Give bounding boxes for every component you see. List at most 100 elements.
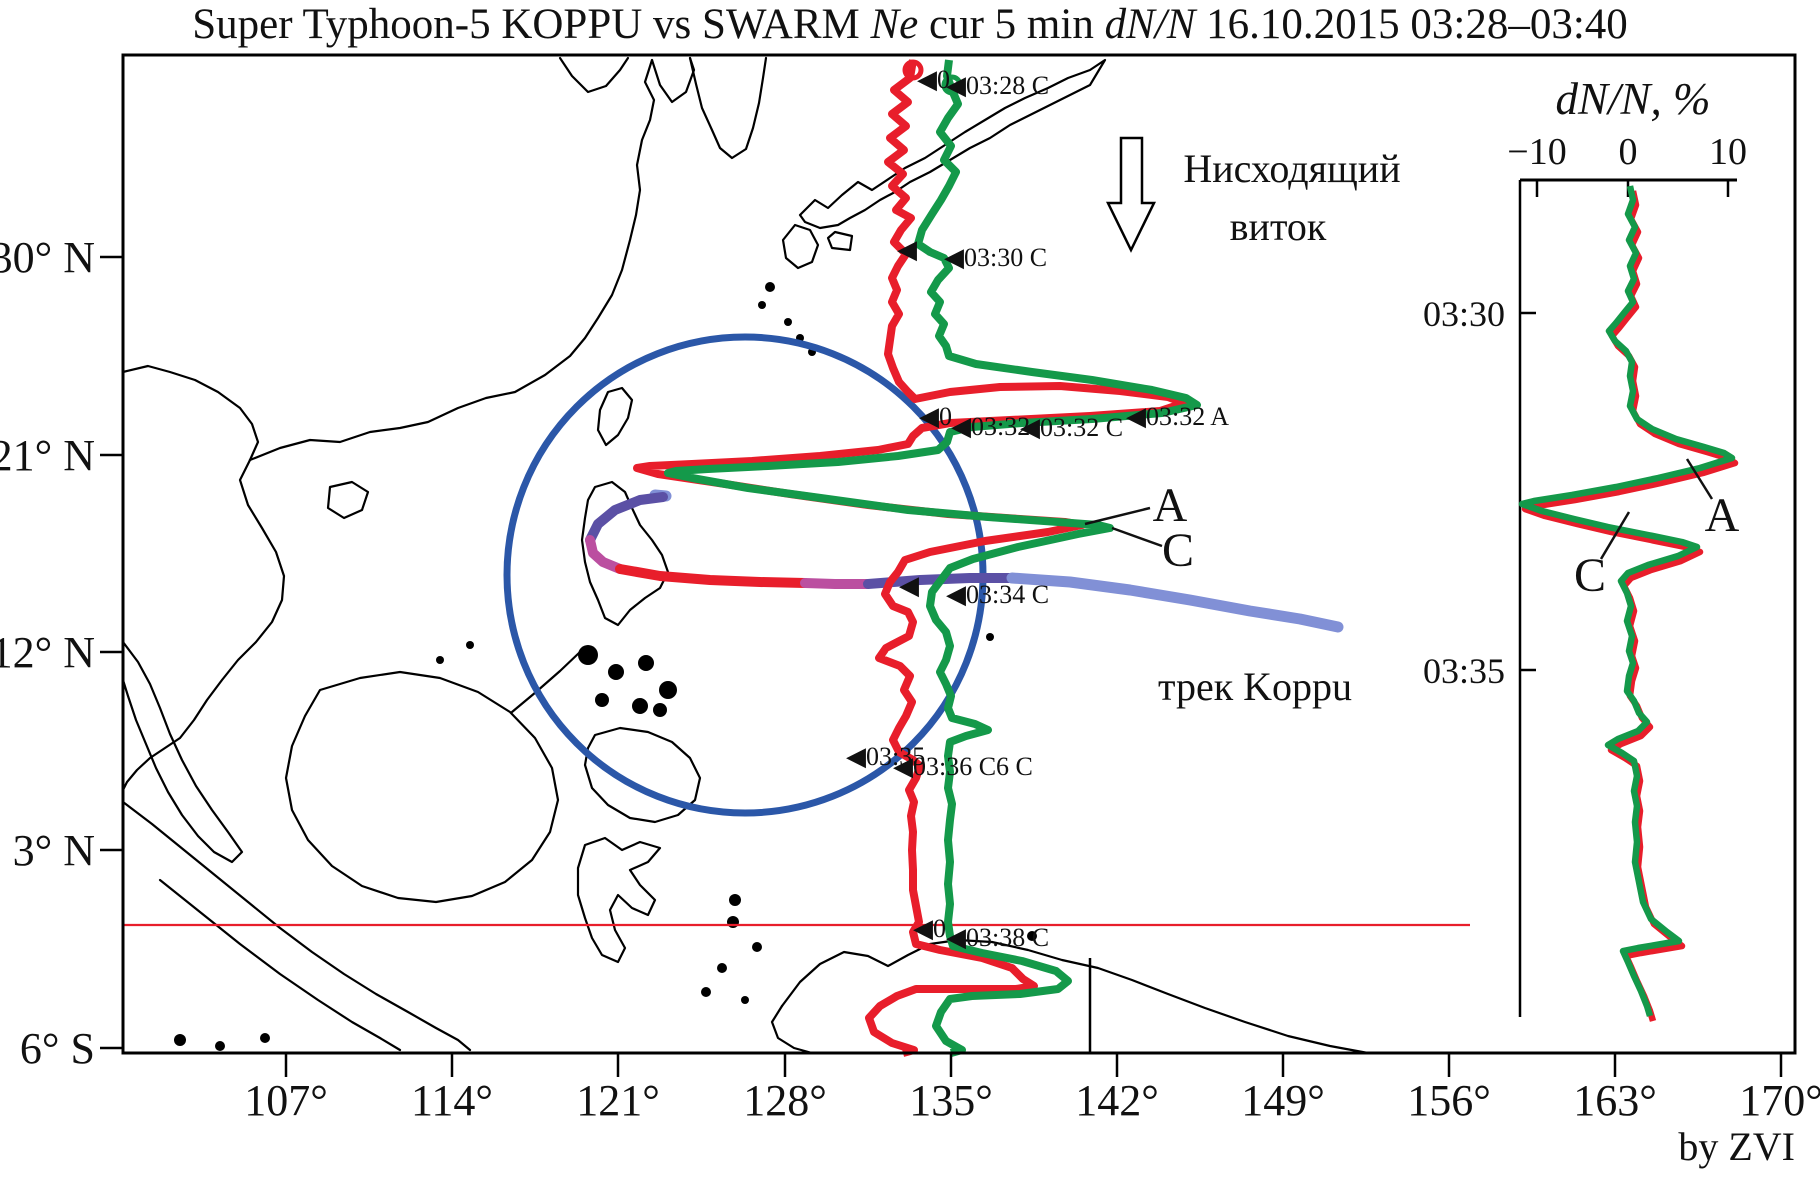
marker-0334: ◀ — [899, 571, 919, 600]
label-0328c: ◀03:28 C — [946, 71, 1049, 100]
panel-x-tick-label: 0 — [1619, 131, 1638, 173]
islet — [741, 996, 749, 1004]
koppu-track-red — [615, 564, 810, 588]
coast-luzon — [580, 480, 670, 627]
lat-tick-label: 21° N — [0, 431, 95, 480]
coast-palawan — [510, 650, 582, 714]
map-callout-a-line — [1084, 506, 1151, 526]
islet — [436, 656, 444, 664]
islet — [986, 633, 994, 641]
credit: by ZVI — [1678, 1124, 1795, 1169]
map-callout-c-line — [1111, 526, 1163, 548]
layer-anno — [902, 59, 1714, 560]
marker-0330: ◀ — [897, 235, 917, 264]
swarm-c-map-trace — [664, 59, 1201, 1057]
panel-time-tick-label: 03:30 — [1423, 294, 1505, 334]
islet — [595, 693, 609, 707]
lat-tick-label: 6° S — [20, 1024, 95, 1073]
label-0330c: ◀03:30 C — [944, 243, 1047, 272]
label-0334c: ◀03:34 C — [946, 580, 1049, 609]
swarm-a-start-circle — [902, 59, 924, 81]
marker-zero-0338: ◀0 — [913, 914, 946, 943]
panel-time-tick-label: 03:35 — [1423, 651, 1505, 691]
title-part1: Super Typhoon-5 KOPPU vs SWARM — [192, 1, 870, 48]
koppu-track-slate-east — [1006, 572, 1344, 633]
koppu-track-label: трек Koppu — [1158, 664, 1352, 709]
label-0336c: ◀03:36 C6 C — [893, 752, 1033, 781]
lon-tick-label: 114° — [411, 1076, 493, 1125]
coast-sulawesi — [576, 836, 662, 964]
coast-shandong — [558, 56, 630, 94]
title-part3: cur 5 min — [918, 1, 1104, 48]
coast-shikoku — [826, 230, 854, 252]
coast-taiwan — [596, 386, 634, 447]
islet — [659, 681, 677, 699]
label-0332: ◀03:32 — [951, 412, 1030, 441]
islet — [717, 963, 727, 973]
coast-china — [248, 58, 656, 462]
descending-orbit-label-line2: виток — [1230, 204, 1327, 249]
figure-title: Super Typhoon-5 KOPPU vs SWARM Ne cur 5 … — [192, 1, 1628, 48]
lon-tick-label: 170° — [1739, 1076, 1820, 1125]
islet — [727, 916, 739, 928]
islet — [174, 1034, 186, 1046]
title-part5: 16.10.2015 03:28–03:40 — [1195, 1, 1627, 48]
map-frame — [121, 53, 1797, 1055]
swarm-c-panel-trace — [1518, 185, 1736, 1017]
coast-mindanao — [583, 726, 702, 824]
islet — [260, 1033, 270, 1043]
title-part2-ne: Ne — [870, 1, 919, 48]
panel-callout-c-label: C — [1574, 549, 1606, 602]
marker-zero-0328: ◀0 — [917, 65, 950, 94]
layer-labels: ◀0◀03:28 C◀ ◀03:30 C◀0 ◀03:32◀03:32 C ◀03:3… — [846, 65, 1795, 1169]
koppu-track-magenta-west — [585, 535, 625, 574]
panel-callout-c-line — [1599, 511, 1631, 560]
islet — [632, 698, 648, 714]
coast-honshu — [798, 58, 1107, 230]
islet — [608, 664, 624, 680]
label-0332c: ◀03:32 C — [1020, 413, 1123, 442]
descending-orbit-arrow — [1105, 136, 1157, 253]
islet — [729, 894, 741, 906]
coast-hainan — [326, 480, 370, 520]
descending-orbit-label-line1: Нисходящий — [1183, 146, 1400, 191]
lon-tick-label: 121° — [576, 1076, 660, 1125]
coast-kyushu — [781, 223, 820, 270]
lat-tick-label: 30° N — [0, 233, 95, 282]
lat-tick-label: 12° N — [0, 628, 95, 677]
marker-zero-0332: ◀0 — [919, 402, 952, 431]
layer-frame: 30° N 21° N 12° N 3° N 6° S 107° 114° 121° 128° 1… — [0, 53, 1820, 1125]
coast-sumatra-inner — [158, 878, 402, 1052]
title-part4-dnn: dN/N — [1105, 1, 1198, 48]
map-callout-a-label: A — [1153, 479, 1188, 532]
islet — [578, 645, 598, 665]
koppu-track-magenta-east — [800, 578, 873, 589]
coast-bohai — [650, 56, 696, 104]
swarm-c-start-circle — [941, 74, 963, 96]
koppu-track-hook-purple — [585, 492, 668, 545]
coast-malay-peninsula — [121, 640, 244, 864]
islet — [701, 987, 711, 997]
islet — [1027, 931, 1037, 941]
label-0332a: ◀03:32 A — [1126, 402, 1229, 431]
panel-header: dN/N, % — [1555, 74, 1710, 124]
lon-tick-label: 163° — [1573, 1076, 1657, 1125]
layer-panel: dN/N, % −10 0 10 03:30 03:35 — [1423, 74, 1747, 1022]
layer-coast — [121, 56, 1370, 1055]
islet — [215, 1041, 225, 1051]
label-0338c: ◀03:38 C — [946, 923, 1049, 952]
islet — [765, 282, 775, 292]
lat-tick-label: 3° N — [13, 826, 95, 875]
map-callout-c-label: C — [1162, 524, 1194, 577]
lon-tick-label: 142° — [1075, 1076, 1159, 1125]
lon-tick-label: 128° — [743, 1076, 827, 1125]
islet — [638, 655, 654, 671]
label-0335: ◀03:35 — [846, 742, 925, 771]
panel-callout-a-label: A — [1705, 489, 1740, 542]
coast-sumatra — [121, 800, 472, 1052]
islet — [466, 641, 474, 649]
coast-tonkin-gulf — [121, 364, 260, 462]
panel-callout-a-line — [1685, 458, 1714, 500]
